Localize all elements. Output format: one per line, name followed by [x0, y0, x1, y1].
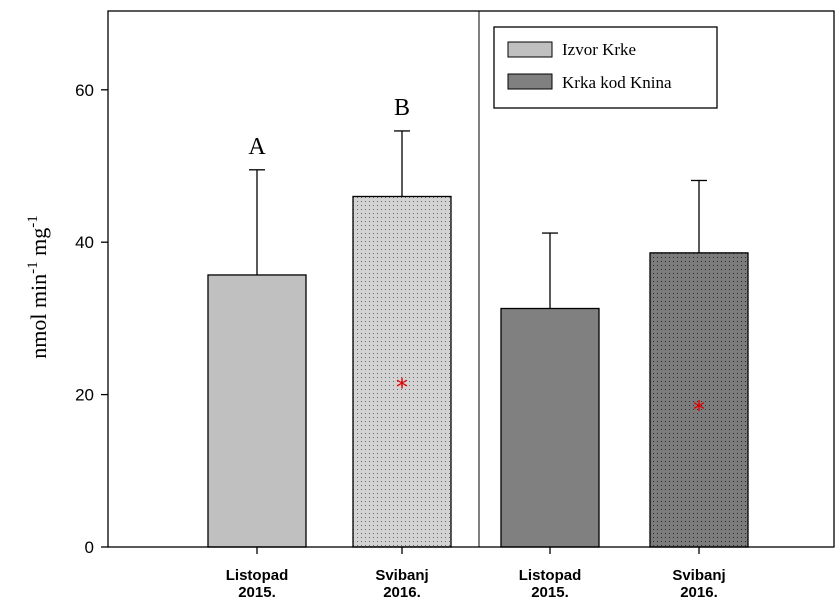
legend-label-krka-kod-knina: Krka kod Knina [562, 73, 672, 92]
y-tick-label-3: 60 [75, 81, 94, 100]
significance-letter-1: B [394, 95, 410, 121]
bar-3 [649, 252, 749, 548]
star-marker-0: * [396, 373, 408, 401]
bars-layer [207, 195, 749, 548]
y-axis-label: nmol min-1 mg-1 [25, 215, 51, 359]
bar-0 [207, 274, 307, 548]
x-tick-label-1: Svibanj 2016. [375, 567, 428, 601]
legend-label-izvor-krke: Izvor Krke [562, 40, 636, 59]
y-axis-label-sup2: -1 [25, 215, 41, 228]
y-axis-label-part2: mg [26, 228, 51, 262]
annotations-layer: A B * * [248, 95, 705, 424]
bar-2 [500, 307, 600, 548]
legend: Izvor Krke Krka kod Knina [493, 26, 718, 109]
x-tick-label-3: Svibanj 2016. [672, 567, 725, 601]
legend-swatch-krka-kod-knina [507, 73, 553, 90]
error-bars-layer [249, 130, 707, 309]
bar-1 [352, 195, 452, 548]
star-marker-1: * [693, 396, 705, 424]
x-tick-label-2: Listopad 2015. [519, 567, 582, 601]
legend-swatch-izvor-krke [507, 41, 553, 58]
y-axis-label-part1: nmol min [26, 274, 51, 359]
legend-box [493, 26, 718, 109]
x-tick-label-0: Listopad 2015. [226, 567, 289, 601]
plot-frame [107, 10, 835, 548]
y-tick-label-1: 20 [75, 386, 94, 405]
y-tick-label-2: 40 [75, 233, 94, 252]
significance-letter-0: A [248, 134, 266, 160]
y-axis: 0 20 40 60 [75, 81, 108, 557]
x-axis: Listopad 2015. Svibanj 2016. Listopad 2015. Sv… [226, 547, 726, 601]
y-tick-label-0: 0 [85, 538, 94, 557]
y-axis-label-sup1: -1 [25, 261, 41, 274]
